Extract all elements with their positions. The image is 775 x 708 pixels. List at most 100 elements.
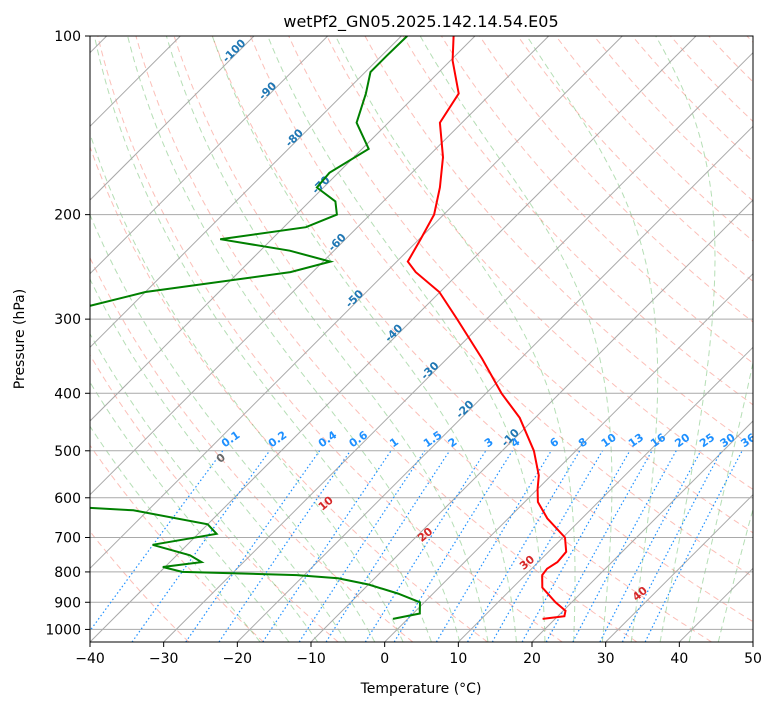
- moist-adiabat-line: [267, 36, 546, 642]
- dry-adiabat-line: [211, 36, 753, 623]
- mixing-ratio-line: [435, 450, 552, 642]
- mixing-ratio-line: [599, 450, 702, 642]
- axes: −40 −30 −20 −10 0 10 20 30 40 5010020030040050060…: [45, 29, 762, 667]
- plot-frame: [89, 35, 754, 643]
- x-axis-title: Temperature (°C): [360, 681, 482, 697]
- moist-adiabat-line: [211, 36, 517, 642]
- mixing-ratio-label: 3: [482, 435, 496, 450]
- x-tick-label: 40: [670, 651, 688, 667]
- isotherm-line: [457, 346, 753, 642]
- dewpoint-profile-line: [90, 36, 422, 620]
- mixing-ratio-label: 0.1: [219, 428, 242, 450]
- plot-area: 0.1 0.2 0.4 0.6 1 1.5 2 3 4 6 8 10 13 16 20 25 30 36-100-…: [90, 36, 758, 642]
- moist-adiabat-line: [165, 36, 489, 642]
- x-tick-label: 0: [380, 651, 389, 667]
- y-tick-label: 900: [54, 595, 81, 611]
- isotherm-label: -80: [283, 126, 306, 149]
- isotherm-line: [605, 493, 753, 642]
- moist-adiabat-line: [90, 332, 319, 642]
- dry-adiabat-line: [90, 145, 488, 642]
- moist-adiabat-line: [419, 36, 613, 642]
- moist-adiabat-line: [90, 381, 290, 642]
- dry-adiabat-line: [402, 36, 753, 406]
- mixing-ratio-line: [644, 450, 743, 642]
- moist-adiabat-line: [717, 507, 753, 642]
- x-tick-label: 50: [744, 651, 762, 667]
- dry-adiabat-line: [173, 36, 712, 642]
- mixing-ratio-label: 30: [718, 431, 738, 451]
- dry-adiabat-line: [288, 36, 753, 534]
- moist-adiabat-line: [335, 36, 576, 642]
- mixing-ratio-line: [364, 450, 487, 642]
- isotherm-label: -40: [382, 321, 405, 344]
- y-tick-label: 200: [54, 208, 81, 224]
- x-tick-label: 30: [597, 651, 615, 667]
- dry-adiabat-line: [631, 36, 753, 162]
- mixing-ratio-line: [185, 450, 321, 642]
- dry-adiabat-line: [440, 36, 753, 364]
- temperature-profile-line: [406, 36, 568, 620]
- isotherm-line: [90, 36, 697, 642]
- mixing-ratio-label: 0.6: [347, 428, 371, 450]
- mixing-ratio-label: 1: [387, 435, 401, 450]
- y-tick-label: 300: [54, 312, 81, 328]
- moist-adiabat-line: [90, 425, 261, 642]
- dry-adiabat-line: [90, 256, 414, 642]
- mixing-ratio-line: [298, 450, 426, 642]
- isotherm-line: [90, 36, 623, 570]
- moist-adiabat-line: [90, 278, 347, 642]
- y-tick-label: 600: [54, 491, 81, 507]
- dry-adiabat-label: 0: [214, 451, 228, 466]
- y-tick-label: 800: [54, 565, 81, 581]
- dry-adiabat-line: [90, 444, 264, 642]
- chart-title: wetPf2_GN05.2025.142.14.54.E05: [283, 12, 558, 32]
- dry-adiabat-line: [517, 36, 753, 283]
- x-tick-label: 10: [449, 651, 467, 667]
- moist-adiabat-line: [688, 360, 753, 642]
- mixing-ratio-line: [572, 450, 677, 642]
- y-axis-title: Pressure (hPa): [12, 289, 28, 389]
- mixing-ratio-label: 25: [697, 431, 717, 450]
- isotherm-line: [90, 36, 550, 496]
- isotherm-line: [531, 420, 753, 642]
- mixing-ratio-label: 13: [626, 431, 646, 450]
- mixing-ratio-label: 2: [446, 435, 460, 450]
- isotherm-label: -90: [256, 79, 279, 102]
- mixing-ratio-label: 0.4: [316, 428, 340, 450]
- isotherm-label: -30: [418, 359, 441, 382]
- dry-adiabat-line: [90, 530, 190, 642]
- isotherm-label: -20: [453, 398, 476, 421]
- isotherm-label: -100: [220, 36, 249, 65]
- dry-adiabat-line: [135, 36, 638, 642]
- isotherm-line: [310, 199, 753, 642]
- y-tick-label: 400: [54, 386, 81, 402]
- isotherm-label: -50: [343, 287, 366, 310]
- isotherm-line: [163, 51, 753, 642]
- isotherm-line: [90, 36, 329, 275]
- moist-adiabat-line: [526, 36, 659, 642]
- moist-adiabat-line: [90, 213, 376, 642]
- mixing-ratio-line: [90, 450, 224, 632]
- isotherm-label: -70: [309, 173, 332, 196]
- mixing-ratio-line: [325, 450, 451, 642]
- dry-adiabat-line: [250, 36, 753, 578]
- x-tick-label: −20: [223, 651, 253, 667]
- moist-adiabat-line: [127, 36, 461, 642]
- dry-adiabat-line: [326, 36, 753, 491]
- x-tick-label: 20: [523, 651, 541, 667]
- mixing-ratio-label: 36: [738, 431, 758, 451]
- dry-adiabat-line: [670, 36, 753, 123]
- mixing-ratio-line: [262, 450, 392, 642]
- isotherm-line: [384, 272, 753, 642]
- mixing-ratio-label: 0.2: [266, 428, 289, 450]
- isotherm-line: [90, 36, 255, 201]
- mixing-ratio-label: 16: [648, 431, 668, 451]
- moist-adiabat-line: [90, 132, 404, 642]
- mixing-ratio-label: 1.5: [421, 428, 444, 450]
- y-tick-label: 100: [54, 29, 81, 45]
- moist-adiabat-line: [93, 36, 432, 642]
- dry-adiabat-line: [97, 36, 563, 642]
- mixing-ratio-line: [521, 450, 631, 642]
- x-tick-label: −30: [149, 651, 179, 667]
